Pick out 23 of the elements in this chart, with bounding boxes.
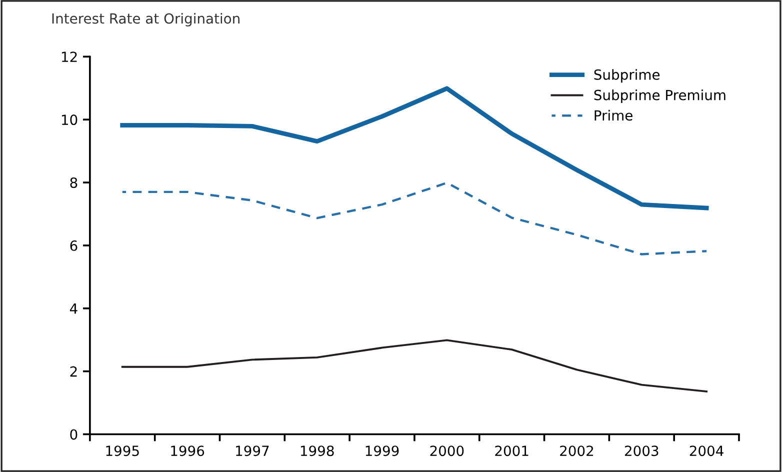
y-tick-label: 6	[70, 240, 78, 251]
legend-label: Subprime Premium	[594, 90, 726, 103]
y-tick-label: 2	[70, 366, 77, 377]
x-tick-label: 1997	[236, 446, 269, 456]
y-tick-label: 4	[70, 304, 78, 314]
y-tick-label: 8	[70, 177, 78, 188]
y-tick-label: 12	[62, 52, 77, 62]
x-tick-label: 2000	[430, 446, 464, 456]
x-tick-label: 2004	[690, 446, 724, 456]
legend-label: Subprime	[594, 69, 660, 83]
x-tick-label: 1996	[171, 446, 204, 456]
x-tick-label: 2002	[560, 446, 594, 456]
x-tick-label: 2001	[495, 446, 528, 456]
line-series	[121, 339, 708, 392]
x-tick-label: 1999	[366, 446, 399, 456]
x-tick-label: 1998	[300, 446, 334, 456]
line-series	[121, 182, 708, 256]
x-tick-label: 1995	[106, 446, 139, 456]
y-tick-label: 10	[62, 114, 78, 126]
y-tick-label: 0	[70, 429, 78, 440]
x-tick-label: 2003	[624, 446, 658, 456]
y-axis-title: Interest Rate at Origination	[52, 12, 240, 26]
legend-label: Prime	[594, 110, 632, 121]
